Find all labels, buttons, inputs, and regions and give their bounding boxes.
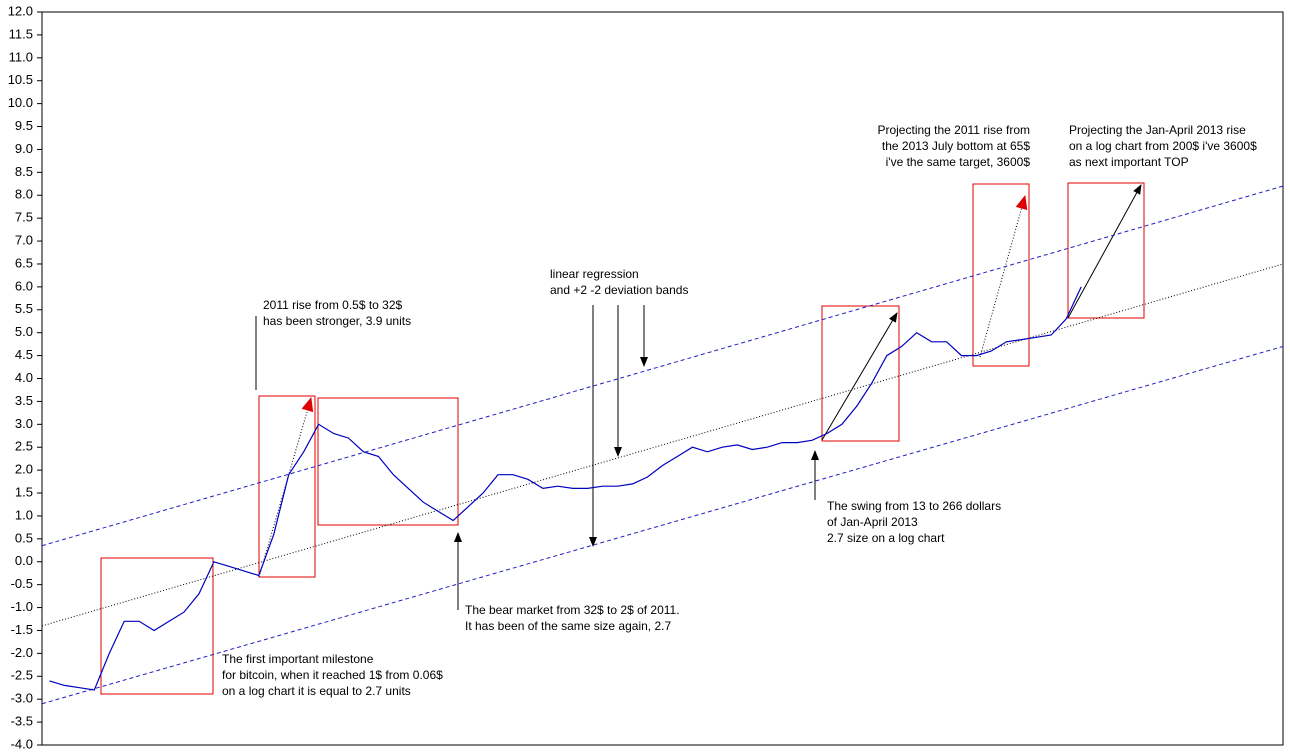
plot-frame bbox=[41, 11, 1284, 746]
box bbox=[821, 305, 900, 442]
annotation: 2.7 size on a log chart bbox=[827, 531, 945, 545]
arrow bbox=[1067, 184, 1142, 319]
y-tick-label: 8.0 bbox=[15, 187, 33, 202]
annotation: The first important milestone bbox=[222, 652, 374, 666]
y-tick-label: 2.5 bbox=[15, 439, 33, 454]
annotation: Projecting the 2011 rise from bbox=[877, 123, 1030, 137]
y-tick-label: -3.5 bbox=[11, 714, 33, 729]
y-tick-label: -0.5 bbox=[11, 576, 33, 591]
y-tick-label: 10.5 bbox=[8, 72, 33, 87]
y-tick-label: -2.5 bbox=[11, 668, 33, 683]
annotation: on a log chart it is equal to 2.7 units bbox=[222, 684, 411, 698]
annotation: Projecting the Jan-April 2013 rise bbox=[1069, 123, 1246, 137]
highlight-boxes bbox=[100, 182, 1145, 695]
y-tick-label: -4.0 bbox=[11, 736, 33, 751]
y-tick-label: 6.5 bbox=[15, 255, 33, 270]
y-tick-label: -3.0 bbox=[11, 691, 33, 706]
y-tick-label: 7.5 bbox=[15, 210, 33, 225]
y-tick-label: 0.5 bbox=[15, 530, 33, 545]
annotation: for bitcoin, when it reached 1$ from 0.0… bbox=[222, 668, 443, 682]
y-tick-label: 4.0 bbox=[15, 370, 33, 385]
y-tick-label: 10.0 bbox=[8, 95, 33, 110]
y-tick-label: 12.0 bbox=[8, 3, 33, 18]
arrow bbox=[821, 312, 898, 441]
arrow bbox=[979, 195, 1028, 358]
annotation: The bear market from 32$ to 2$ of 2011. bbox=[465, 603, 680, 617]
y-tick-label: 9.0 bbox=[15, 141, 33, 156]
y-tick-label: 1.0 bbox=[15, 507, 33, 522]
annotation: linear regression bbox=[550, 267, 639, 281]
y-tick-label: 9.5 bbox=[15, 118, 33, 133]
trend-line bbox=[41, 345, 1284, 705]
y-tick-label: 3.0 bbox=[15, 416, 33, 431]
box bbox=[100, 557, 214, 695]
box bbox=[1067, 182, 1145, 319]
annotation: the 2013 July bottom at 65$ bbox=[882, 139, 1030, 153]
box bbox=[258, 395, 316, 578]
y-tick-label: 7.0 bbox=[15, 233, 33, 248]
annotation: It has been of the same size again, 2.7 bbox=[465, 619, 671, 633]
box bbox=[972, 183, 1030, 367]
y-tick-label: 8.5 bbox=[15, 164, 33, 179]
y-tick-label: 11.0 bbox=[9, 49, 33, 64]
annotation: on a log chart from 200$ i've 3600$ bbox=[1069, 139, 1257, 153]
y-tick-label: 4.5 bbox=[15, 347, 33, 362]
y-tick-label: 5.0 bbox=[15, 324, 33, 339]
annotation: The swing from 13 to 266 dollars bbox=[827, 499, 1001, 513]
annotation: i've the same target, 3600$ bbox=[886, 155, 1031, 169]
annotation: as next important TOP bbox=[1069, 155, 1189, 169]
y-tick-label: 0.0 bbox=[15, 553, 33, 568]
annotation: has been stronger, 3.9 units bbox=[263, 314, 411, 328]
y-tick-label: 3.5 bbox=[15, 393, 33, 408]
y-tick-label: 11.5 bbox=[9, 26, 33, 41]
trend-line bbox=[41, 185, 1284, 547]
y-tick-label: 1.5 bbox=[15, 484, 33, 499]
y-tick-label: 2.0 bbox=[15, 462, 33, 477]
y-tick-label: -1.5 bbox=[11, 622, 33, 637]
y-tick-label: 5.5 bbox=[15, 301, 33, 316]
annotation: and +2 -2 deviation bands bbox=[550, 283, 688, 297]
trend-line bbox=[41, 263, 1284, 627]
y-tick-label: 6.0 bbox=[15, 278, 33, 293]
price-line bbox=[49, 286, 1082, 691]
annotation: 2011 rise from 0.5$ to 32$ bbox=[263, 298, 403, 312]
y-tick-label: -1.0 bbox=[11, 599, 33, 614]
annotation: of Jan-April 2013 bbox=[827, 515, 918, 529]
y-tick-label: -2.0 bbox=[11, 645, 33, 660]
